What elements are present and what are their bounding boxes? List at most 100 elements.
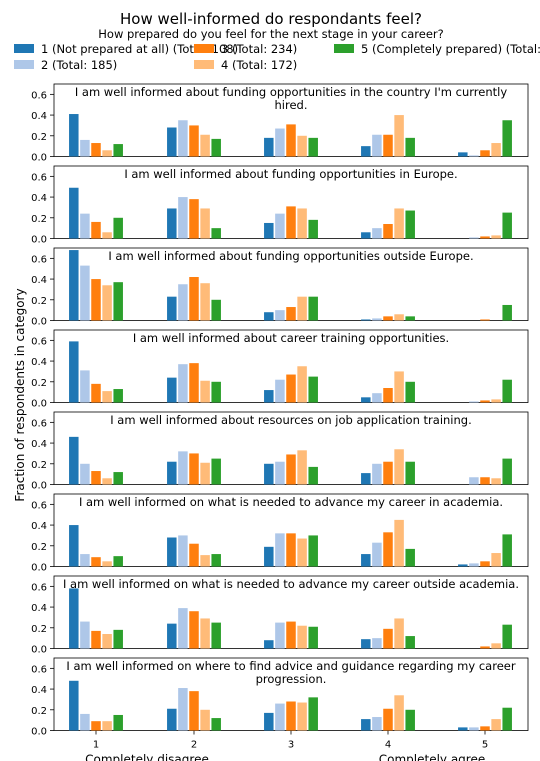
bar [297,538,307,567]
y-tick-label: 0.2 [31,624,47,635]
bar [286,533,296,567]
bar [383,224,393,239]
y-tick-label: 0.4 [31,603,47,614]
bar [394,695,404,731]
bar [502,707,512,731]
bar [69,341,79,403]
figure-title: How well-informed do respondants feel? [120,10,422,28]
bar [178,197,188,239]
bar [405,709,415,731]
bar [80,621,90,649]
legend-title: How prepared do you feel for the next st… [98,27,443,41]
bar [102,150,112,157]
y-tick-label: 0.0 [31,727,47,738]
bar [502,458,512,485]
bar [113,282,123,321]
bar [275,703,285,731]
bar [383,316,393,321]
bar [308,535,318,567]
bar [372,717,382,731]
bar [469,237,479,239]
y-tick-label: 0.2 [31,706,47,717]
bar [469,727,479,731]
y-tick-label: 0.4 [31,275,47,286]
bar [80,713,90,731]
bar [80,554,90,567]
bar [178,688,188,731]
bar [308,219,318,239]
panel-title: hired. [275,98,308,112]
bar [286,374,296,403]
bar [394,208,404,239]
bar [491,399,501,403]
bar [405,210,415,239]
bar [80,463,90,485]
bar [458,152,468,157]
bar [275,128,285,157]
bar [361,319,371,321]
bar [469,563,479,567]
bar [178,120,188,157]
bar [308,626,318,649]
y-tick-label: 0.6 [31,664,47,675]
x-tick-label: 5 [482,740,488,751]
bar [405,316,415,321]
bar [480,646,490,649]
bar [383,134,393,157]
y-tick-label: 0.0 [31,563,47,574]
x-label-right: Completely agree [379,753,486,761]
bar [91,471,101,485]
bar [372,134,382,157]
bar [308,137,318,157]
bar [394,449,404,485]
bar [469,401,479,403]
legend-swatch [14,60,34,69]
bar [480,236,490,239]
legend-swatch [14,44,34,53]
y-axis-label: Fraction of respondents in category [13,288,27,501]
y-tick-label: 0.0 [31,317,47,328]
bar [469,155,479,157]
panel-title: I am well informed about funding opportu… [75,85,508,99]
bar [91,279,101,321]
bar [113,389,123,403]
bar [80,139,90,157]
bar [286,454,296,485]
bar [361,554,371,567]
bar [458,727,468,731]
bar [102,478,112,485]
bar [502,120,512,157]
bar [189,611,199,649]
panel-title: progression. [256,672,327,686]
bar [167,296,177,321]
bar [211,718,221,731]
bar [178,364,188,403]
bar [264,546,274,567]
bar [361,719,371,731]
bar [275,461,285,485]
bar [167,377,177,403]
bar [502,304,512,321]
bar [102,391,112,403]
bar [200,618,210,649]
bar [69,680,79,731]
legend-swatch [194,44,214,53]
bar [200,283,210,321]
y-tick-label: 0.4 [31,111,47,122]
y-tick-label: 0.4 [31,521,47,532]
bar [113,144,123,157]
bar [91,721,101,731]
bar [167,623,177,649]
bar [275,533,285,567]
y-tick-label: 0.2 [31,296,47,307]
bar [80,213,90,239]
y-tick-label: 0.2 [31,460,47,471]
bar [102,561,112,567]
bar [264,390,274,403]
bar [405,381,415,403]
y-tick-label: 0.0 [31,153,47,164]
bar [167,127,177,157]
bar [189,199,199,239]
